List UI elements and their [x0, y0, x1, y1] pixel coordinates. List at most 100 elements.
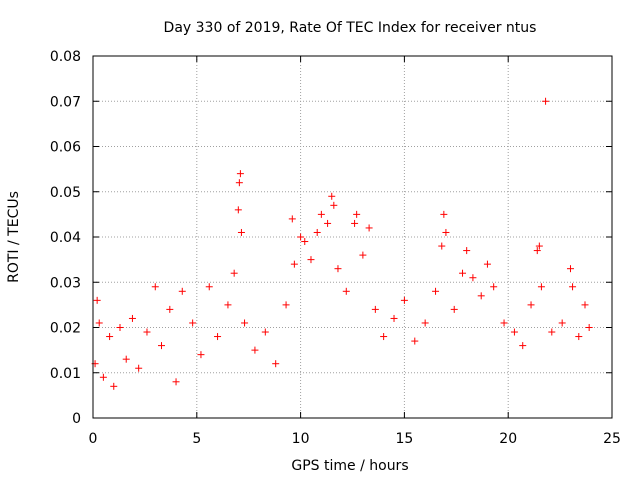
data-point: [365, 224, 373, 232]
data-point: [116, 324, 124, 331]
data-point: [261, 328, 269, 336]
data-point: [158, 342, 166, 350]
y-tick-label: 0.07: [50, 94, 81, 110]
data-point: [490, 283, 498, 291]
data-point: [178, 287, 186, 295]
data-point: [477, 292, 485, 300]
data-point: [197, 351, 205, 359]
axis-ticks: 0 5 10 15 20 25 0 0.01 0.02 0.03 0.04 0.05 0.06 0.07 0…: [50, 49, 621, 447]
data-point: [172, 378, 180, 386]
y-tick-label: 0.06: [50, 140, 81, 156]
data-point: [151, 283, 159, 291]
data-point: [442, 228, 450, 236]
data-point: [110, 382, 118, 390]
data-point: [236, 170, 244, 178]
data-point: [234, 206, 242, 214]
data-point: [421, 319, 429, 327]
data-point: [166, 305, 174, 313]
data-point: [282, 301, 290, 309]
data-point: [359, 251, 367, 259]
data-point: [483, 260, 491, 268]
data-point: [432, 287, 440, 295]
data-points: [91, 97, 593, 390]
data-point: [307, 256, 315, 264]
data-point: [317, 210, 325, 218]
data-point: [400, 296, 408, 304]
data-point: [237, 228, 245, 236]
data-point: [411, 337, 419, 345]
y-tick-label: 0.04: [50, 230, 81, 246]
data-point: [99, 373, 107, 381]
data-point: [351, 219, 359, 227]
data-point: [93, 296, 101, 304]
x-tick-label: 20: [499, 431, 517, 447]
data-point: [272, 360, 280, 368]
data-point: [205, 283, 213, 291]
data-point: [313, 228, 321, 236]
data-point: [122, 355, 130, 363]
y-axis-label: ROTI / TECUs: [6, 191, 22, 283]
data-point: [353, 210, 361, 218]
data-point: [585, 324, 593, 331]
y-tick-label: 0.08: [50, 49, 81, 65]
data-point: [135, 364, 143, 372]
data-point: [342, 287, 350, 295]
data-point: [542, 97, 550, 105]
data-point: [330, 201, 338, 209]
data-point: [558, 319, 566, 327]
data-point: [527, 301, 535, 309]
data-point: [334, 265, 342, 273]
data-point: [251, 346, 259, 354]
data-point: [438, 242, 446, 250]
x-tick-label: 15: [395, 431, 413, 447]
data-point: [469, 274, 477, 282]
y-tick-label: 0: [72, 411, 81, 427]
data-point: [288, 215, 296, 223]
data-point: [390, 314, 398, 322]
data-point: [95, 319, 103, 327]
data-point: [510, 328, 518, 336]
data-point: [500, 319, 508, 327]
data-point: [450, 305, 458, 313]
data-point: [128, 314, 136, 322]
data-point: [519, 342, 527, 350]
y-tick-label: 0.05: [50, 185, 81, 201]
data-point: [371, 305, 379, 313]
y-tick-label: 0.01: [50, 366, 81, 382]
data-point: [380, 333, 388, 341]
data-point: [241, 319, 249, 327]
x-tick-label: 0: [89, 431, 98, 447]
x-axis-label: GPS time / hours: [291, 458, 408, 474]
data-point: [535, 242, 543, 250]
data-point: [328, 192, 336, 200]
data-point: [440, 210, 448, 218]
chart-title: Day 330 of 2019, Rate Of TEC Index for r…: [164, 20, 537, 36]
data-point: [214, 333, 222, 341]
data-point: [548, 328, 556, 336]
data-point: [566, 265, 574, 273]
y-tick-label: 0.02: [50, 321, 81, 337]
data-point: [297, 233, 305, 241]
data-point: [463, 247, 471, 255]
data-point: [106, 333, 114, 341]
data-point: [290, 260, 298, 268]
x-tick-label: 25: [603, 431, 621, 447]
data-point: [235, 179, 243, 187]
data-point: [143, 328, 151, 336]
x-tick-label: 5: [192, 431, 201, 447]
data-point: [301, 238, 309, 246]
data-point: [537, 283, 545, 291]
data-point: [459, 269, 467, 277]
y-tick-label: 0.03: [50, 275, 81, 291]
data-point: [575, 333, 583, 341]
x-tick-label: 10: [292, 431, 310, 447]
data-point: [533, 247, 541, 255]
data-point: [230, 269, 238, 277]
data-point: [189, 319, 197, 327]
data-point: [569, 283, 577, 291]
data-point: [324, 219, 332, 227]
data-point: [581, 301, 589, 309]
grid: [93, 56, 612, 418]
data-point: [224, 301, 232, 309]
